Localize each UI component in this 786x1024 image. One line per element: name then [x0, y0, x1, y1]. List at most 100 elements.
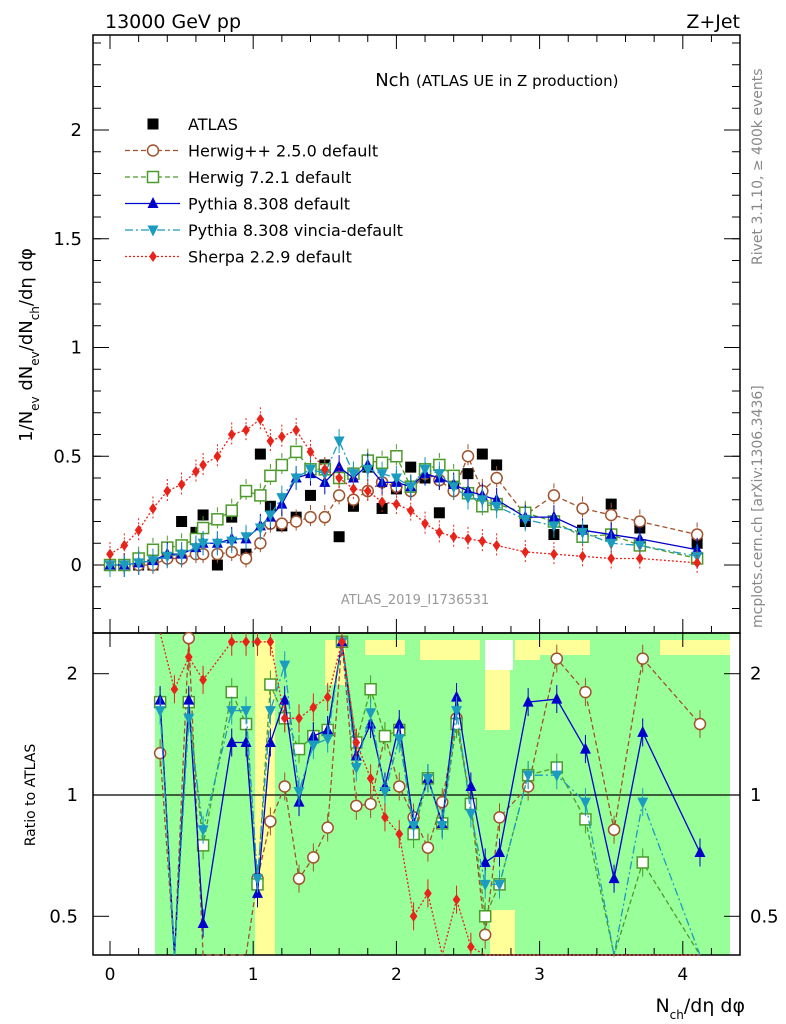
data-point: [254, 489, 267, 502]
ratio-point: [379, 787, 391, 799]
data-point: [318, 510, 332, 524]
data-point: [405, 482, 417, 494]
ratio-point: [579, 797, 591, 809]
ratio-point: [608, 872, 620, 884]
ratio-point: [579, 742, 591, 754]
data-point: [176, 549, 188, 561]
data-point: [239, 484, 253, 498]
data-point: [547, 489, 561, 502]
x-tick-label: 4: [677, 965, 688, 985]
data-point: [211, 513, 224, 526]
data-point: [392, 498, 401, 510]
ratio-point: [197, 916, 209, 928]
ratio-point: [279, 660, 291, 672]
ratio-point: [381, 811, 389, 823]
ratio-point: [393, 780, 406, 793]
data-point: [227, 429, 236, 440]
ratio-point: [197, 825, 209, 837]
ratio-point: [452, 894, 461, 906]
ratio-point: [478, 910, 492, 923]
ratio-point: [378, 729, 392, 743]
y-tick-label: 2: [71, 120, 82, 141]
data-point: [362, 464, 374, 476]
data-point: [106, 548, 114, 560]
ratio-series-3: [154, 633, 701, 956]
ratio-point: [393, 717, 405, 729]
ratio-point: [295, 712, 303, 724]
data-point: [197, 509, 209, 521]
legend-marker: [147, 118, 159, 130]
data-point: [577, 527, 589, 539]
ratio-point: [278, 780, 291, 793]
y-axis-label-ratio: Ratio to ATLAS: [23, 744, 39, 847]
x-tick-label: 3: [534, 965, 545, 985]
ratio-point: [637, 797, 649, 809]
ratio-point: [465, 779, 477, 791]
data-point: [276, 493, 288, 505]
data-point: [550, 548, 558, 560]
ratio-point: [607, 823, 621, 836]
ratio-point: [307, 740, 319, 752]
data-point: [492, 539, 501, 551]
ratio-point: [636, 652, 649, 665]
ratio-point: [225, 685, 238, 699]
ratio-point: [183, 693, 195, 705]
legend-label: Sherpa 2.2.9 default: [188, 248, 352, 267]
legend-label: ATLAS: [188, 115, 238, 134]
ratio-point: [264, 815, 277, 828]
legend-label: Pythia 8.308 vincia-default: [188, 221, 403, 240]
band-yellow: [255, 910, 275, 955]
series-line: [110, 439, 698, 566]
ratio-series-4: [159, 632, 700, 956]
band-gap: [485, 640, 513, 670]
ratio-point: [465, 808, 477, 820]
data-point: [290, 473, 302, 485]
ratio-series-line: [159, 641, 701, 956]
ratio-point: [153, 746, 167, 760]
ratio-point: [424, 887, 432, 899]
data-point: [197, 538, 209, 550]
band-yellow: [365, 640, 405, 655]
legend-label: Pythia 8.308 default: [188, 195, 350, 214]
data-point: [225, 504, 238, 517]
data-point: [461, 450, 475, 463]
ratio-point: [522, 770, 534, 782]
ratio-point: [199, 674, 207, 686]
data-point: [304, 489, 316, 501]
data-point: [213, 450, 222, 462]
data-point: [433, 469, 445, 481]
data-point: [433, 507, 445, 519]
ratio-point: [408, 821, 420, 833]
data-point: [693, 557, 701, 569]
data-point: [605, 538, 617, 550]
ratio-panel: 0 1 2 3 4 0.5 0.5 1 1 2 2: [49, 631, 779, 985]
ratio-point: [253, 636, 262, 648]
ratio-point: [227, 636, 236, 648]
data-point: [390, 473, 402, 485]
data-point: [239, 552, 253, 565]
data-point: [333, 436, 345, 448]
ratio-y-tick-label: 1: [67, 785, 78, 806]
data-point: [277, 431, 286, 443]
header-right: Z+Jet: [686, 11, 740, 33]
ratio-frame: [92, 632, 741, 956]
ratio-point: [694, 845, 706, 857]
ratio-point: [393, 734, 405, 746]
legend-marker: [149, 251, 157, 262]
data-point: [347, 493, 360, 506]
ratio-point: [451, 690, 463, 702]
ratio-y-tick-label-right: 0.5: [750, 906, 779, 927]
ratio-point: [551, 692, 563, 704]
data-point: [320, 463, 329, 475]
ratio-point: [251, 874, 263, 886]
data-point: [211, 559, 223, 571]
ratio-point: [309, 701, 318, 713]
ratio-point: [321, 821, 334, 834]
data-point: [578, 550, 587, 562]
ratio-point: [637, 725, 649, 737]
data-point: [462, 468, 474, 480]
plot-title: Nch: [375, 70, 410, 91]
ratio-point: [579, 685, 592, 699]
data-point: [519, 514, 531, 526]
band-yellow: [420, 640, 480, 660]
